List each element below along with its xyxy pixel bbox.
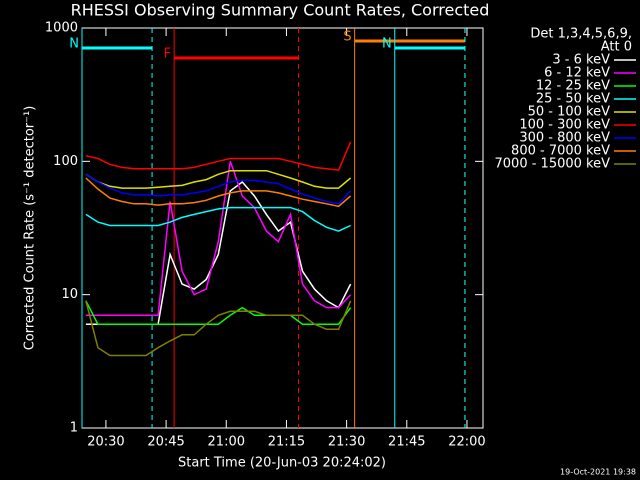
legend-label: 6 - 12 keV [544,66,610,81]
x-axis-label: Start Time (20-Jun-03 20:24:02) [178,456,386,471]
series-line [85,300,352,357]
x-tick-label: 21:00 [208,435,245,450]
footer: 19-Oct-2021 19:38 [560,468,636,477]
y-tick-label: 100 [53,154,78,169]
y-tick-label: 1000 [45,21,78,36]
flag-label: N [69,37,79,52]
x-tick-label: 20:30 [87,435,124,450]
legend-label: 25 - 50 keV [536,92,610,107]
legend-label: 50 - 100 keV [528,105,611,120]
legend-label: 100 - 300 keV [519,118,610,133]
series-line [85,206,351,232]
series-line [85,180,352,325]
flag-label: F [164,47,171,62]
series-line [85,300,352,325]
y-axis-label: Corrected Count Rate (s⁻¹ detector⁻¹) [23,106,38,351]
series-line [85,141,352,171]
legend-label: 300 - 800 keV [519,131,610,146]
flag-label: S [343,30,351,45]
x-tick-label: 21:30 [328,435,365,450]
series-line [85,173,352,205]
legend-label: 7000 - 15000 keV [495,157,611,172]
x-tick-label: 22:00 [448,435,485,450]
legend-label: 3 - 6 keV [552,53,610,68]
y-tick-label: 1 [70,421,78,436]
chart-title: RHESSI Observing Summary Count Rates, Co… [71,1,490,20]
series-line [85,177,352,208]
legend-label: 12 - 25 keV [536,79,610,94]
x-tick-label: 20:45 [147,435,184,450]
series-line [85,161,352,317]
flag-label: N [382,37,392,52]
x-tick-label: 21:45 [388,435,425,450]
x-tick-label: 21:15 [268,435,305,450]
legend-label: 800 - 7000 keV [511,144,610,159]
legend-title: Att 0 [601,40,632,55]
legend-title: Det 1,3,4,5,6,9, [530,27,632,42]
series-line [85,169,352,189]
y-tick-label: 10 [61,287,78,302]
